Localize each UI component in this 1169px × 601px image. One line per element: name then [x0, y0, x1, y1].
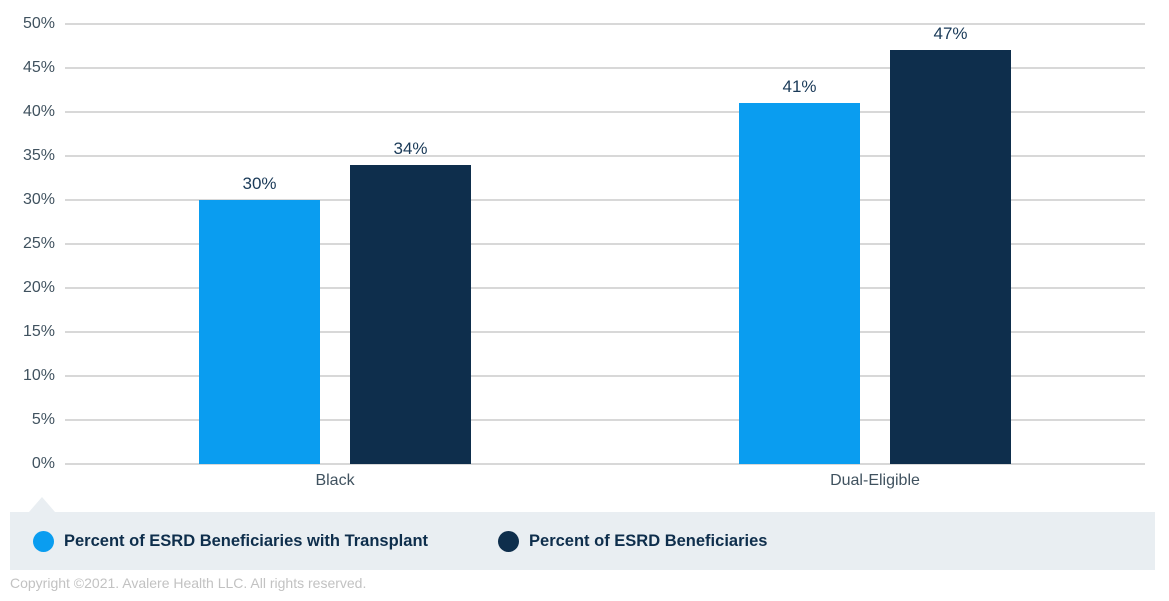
bar-value-label: 30% [242, 174, 277, 193]
legend-swatch-icon [33, 530, 54, 552]
gridline [65, 155, 1145, 157]
y-axis-tick-label: 0% [31, 455, 55, 472]
legend-item-label: Percent of ESRD Beneficiaries [529, 531, 768, 550]
bar-dual-eligible-series-2 [890, 50, 1011, 464]
legend-item-1: Percent of ESRD Beneficiaries with Trans… [33, 530, 429, 552]
gridline [65, 287, 1145, 289]
bar-black-series-2 [350, 164, 471, 464]
bar-value-label: 47% [933, 24, 968, 44]
bar-dual-eligible-series-1 [739, 103, 860, 464]
x-axis-category-label: Black [315, 472, 355, 489]
legend-item-label: Percent of ESRD Beneficiaries with Trans… [64, 531, 429, 550]
x-axis-category-label: Dual-Eligible [830, 472, 920, 489]
gridline [65, 199, 1145, 201]
y-axis-tick-label: 35% [22, 147, 55, 164]
bar-value-label: 34% [393, 138, 428, 158]
y-axis-tick-label: 20% [22, 279, 55, 296]
bar-black-series-1 [199, 200, 320, 464]
legend-notch [29, 497, 55, 512]
y-axis-tick-label: 25% [22, 235, 55, 252]
y-axis-tick-label: 15% [22, 323, 55, 340]
gridline [65, 243, 1145, 245]
gridline [65, 67, 1145, 69]
y-axis-tick-label: 45% [22, 59, 55, 76]
y-axis-tick-label: 10% [22, 367, 55, 384]
gridline [65, 331, 1145, 333]
y-axis-tick-label: 50% [22, 15, 55, 32]
y-axis-tick-label: 5% [31, 411, 55, 428]
y-axis-tick-label: 40% [22, 103, 55, 120]
y-axis-tick-label: 30% [22, 191, 55, 208]
gridline [65, 375, 1145, 377]
plot-area: 30% 34% 41% 47% [65, 23, 1145, 465]
copyright-text: Copyright ©2021. Avalere Health LLC. All… [10, 575, 367, 591]
gridline [65, 463, 1145, 465]
gridline [65, 23, 1145, 25]
gridline [65, 419, 1145, 421]
bar-value-label: 41% [782, 77, 817, 97]
legend: Percent of ESRD Beneficiaries with Trans… [10, 497, 1155, 570]
gridline [65, 111, 1145, 113]
legend-swatch-icon [498, 530, 520, 552]
legend-item-2: Percent of ESRD Beneficiaries [498, 530, 768, 552]
